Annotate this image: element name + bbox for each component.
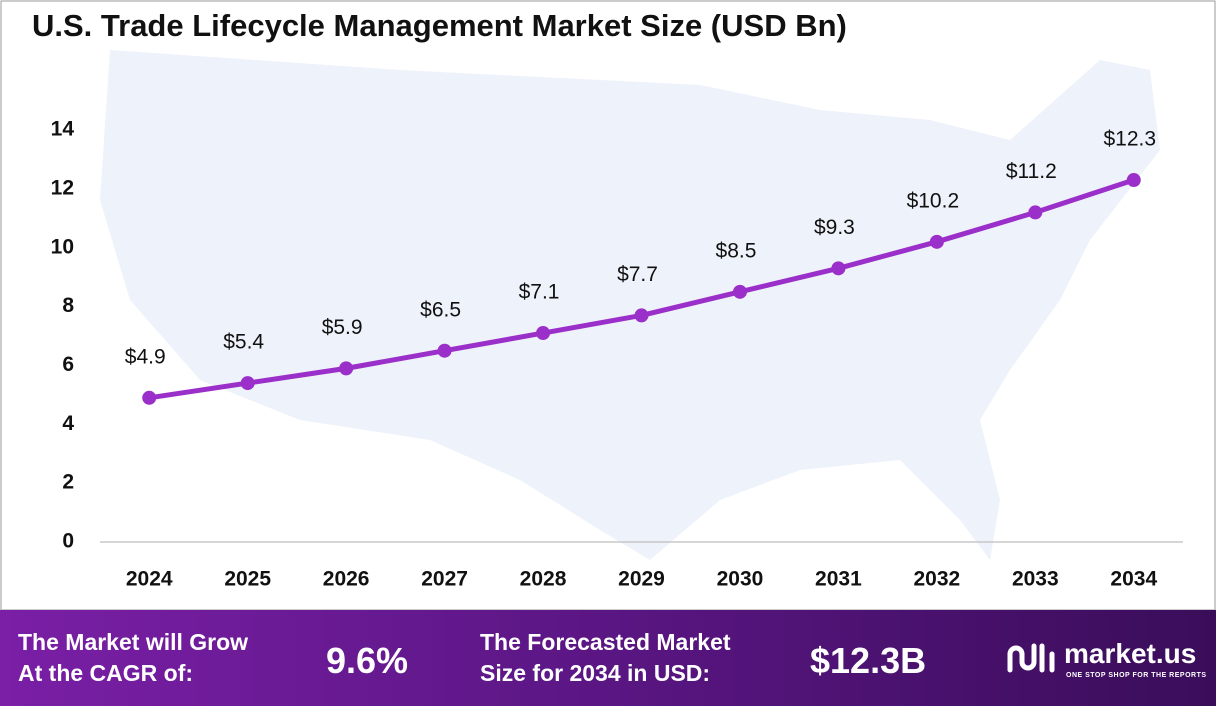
value-label: $12.3	[1103, 128, 1156, 151]
y-tick-label: 6	[62, 353, 74, 376]
x-tick-label: 2029	[618, 568, 665, 591]
y-tick-label: 10	[51, 235, 74, 258]
value-label: $5.4	[223, 331, 264, 354]
value-label: $7.7	[617, 263, 658, 286]
marker	[1126, 173, 1141, 188]
x-tick-label: 2032	[914, 568, 961, 591]
y-tick-label: 8	[62, 294, 74, 317]
value-label: $6.5	[420, 298, 461, 321]
cagr-text-line: At the CAGR of:	[18, 660, 194, 686]
x-tick-label: 2027	[421, 568, 468, 591]
marker	[437, 343, 452, 358]
forecast-text-line: Size for 2034 in USD:	[480, 660, 711, 686]
y-tick-label: 12	[51, 176, 74, 199]
value-label: $9.3	[814, 216, 855, 239]
footer: The Market will Grow At the CAGR of: 9.6%…	[0, 610, 1216, 706]
brand-name: market.us	[1064, 638, 1197, 669]
marker	[142, 390, 157, 405]
marker	[831, 261, 846, 276]
y-tick-label: 4	[62, 412, 74, 435]
forecast-text: The Forecasted Market Size for 2034 in US…	[480, 627, 731, 689]
value-label: $10.2	[907, 189, 960, 212]
x-tick-label: 2024	[126, 568, 173, 591]
x-tick-label: 2033	[1012, 568, 1059, 591]
marker	[732, 284, 747, 299]
y-tick-label: 14	[51, 118, 75, 141]
value-label: $8.5	[716, 239, 757, 262]
marker	[339, 361, 354, 376]
value-label: $11.2	[1006, 160, 1057, 183]
map-background	[100, 50, 1160, 560]
cagr-text: The Market will Grow At the CAGR of:	[18, 627, 248, 689]
y-tick-label: 2	[62, 471, 74, 494]
cagr-value: 9.6%	[326, 640, 409, 681]
marker	[536, 326, 551, 341]
value-label: $5.9	[322, 316, 363, 339]
x-tick-label: 2031	[815, 568, 862, 591]
chart-title: U.S. Trade Lifecycle Management Market S…	[32, 8, 847, 43]
x-tick-label: 2025	[224, 568, 271, 591]
marker	[929, 234, 944, 249]
forecast-value: $12.3B	[810, 640, 927, 681]
y-tick-label: 0	[62, 530, 74, 553]
x-tick-label: 2026	[323, 568, 370, 591]
x-tick-label: 2030	[717, 568, 764, 591]
marker	[634, 308, 649, 323]
cagr-text-line: The Market will Grow	[18, 629, 249, 655]
x-tick-label: 2034	[1110, 568, 1157, 591]
marker	[1028, 205, 1043, 220]
marker	[240, 376, 255, 391]
value-label: $7.1	[519, 281, 560, 304]
x-tick-label: 2028	[520, 568, 567, 591]
value-label: $4.9	[125, 345, 166, 368]
brand-logo	[1007, 643, 1055, 673]
forecast-text-line: The Forecasted Market	[480, 629, 731, 655]
brand-tagline: ONE STOP SHOP FOR THE REPORTS	[1066, 672, 1207, 679]
chart: U.S. Trade Lifecycle Management Market S…	[0, 0, 1216, 611]
